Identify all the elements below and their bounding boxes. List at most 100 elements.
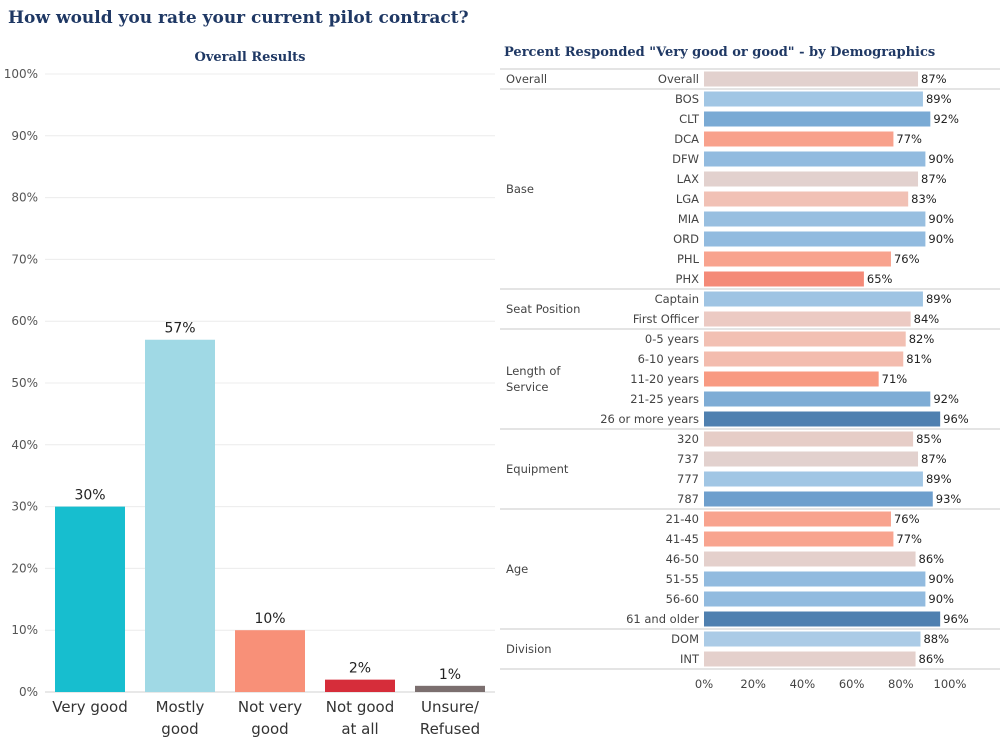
data-label: 87% [921,452,947,466]
bar [704,591,926,607]
data-label: 87% [921,172,947,186]
bar-category-label: PHX [676,272,700,286]
bar-category-label: 6-10 years [638,352,699,366]
data-label: 86% [919,652,945,666]
bar [55,506,125,692]
bar [704,391,931,407]
data-label: 76% [894,512,920,526]
bar [415,685,485,692]
bar-category-label: 21-25 years [630,392,699,406]
bar [704,211,926,227]
bar [704,71,919,87]
bar-category-label: 777 [677,472,699,486]
chart-title: Percent Responded "Very good or good" - … [504,45,935,60]
bar [704,311,911,327]
bar [704,291,923,307]
y-tick-label: 0% [19,685,38,699]
bar [704,631,921,647]
data-label: 92% [933,112,959,126]
data-label: 30% [74,488,105,504]
bar [704,91,923,107]
data-label: 1% [439,667,461,683]
bar [704,551,916,567]
bar-category-label: LGA [676,192,699,206]
bar-category-label: DOM [671,632,699,646]
bar [704,151,926,167]
y-tick-label: 80% [11,191,38,205]
bar-category-label: 11-20 years [630,372,699,386]
y-tick-label: 20% [11,561,38,575]
x-tick-label: 80% [888,677,914,691]
bar [704,431,914,447]
bar-category-label: 41-45 [666,532,699,546]
group-label: Seat Position [506,302,580,316]
bar [704,251,891,267]
x-tick-label: 20% [740,677,766,691]
bar-category-label: ORD [673,232,699,246]
x-tick-label: Not very [238,698,302,716]
data-label: 89% [926,472,952,486]
x-tick-label: Mostly [156,698,205,716]
y-tick-label: 70% [11,252,38,266]
bar [704,491,933,507]
data-label: 93% [936,492,962,506]
bar-category-label: LAX [677,172,700,186]
y-tick-label: 100% [4,67,38,81]
group-label: Division [506,642,552,656]
bar [704,191,909,207]
data-label: 87% [921,72,947,86]
y-tick-label: 40% [11,438,38,452]
group-label: Base [506,182,534,196]
group-label: Age [506,562,528,576]
bar [704,571,926,587]
data-label: 57% [164,321,195,337]
y-tick-label: 90% [11,129,38,143]
bar [704,171,919,187]
bar-category-label: PHL [677,252,700,266]
data-label: 92% [933,392,959,406]
x-tick-label: Very good [52,698,128,716]
bar-category-label: 46-50 [666,552,699,566]
bar-category-label: DCA [674,132,699,146]
bar-category-label: 787 [677,492,699,506]
bar-category-label: Overall [658,72,699,86]
data-label: 90% [928,592,954,606]
bar-category-label: 26 or more years [600,412,699,426]
data-label: 90% [928,232,954,246]
y-tick-label: 30% [11,500,38,514]
data-label: 71% [882,372,908,386]
data-label: 83% [911,192,937,206]
data-label: 82% [909,332,935,346]
group-label: Length of [506,364,561,378]
bar-category-label: CLT [679,112,700,126]
data-label: 65% [867,272,893,286]
bar [704,331,906,347]
bar-category-label: Captain [655,292,699,306]
data-label: 90% [928,152,954,166]
x-tick-label: good [161,720,198,738]
bar-category-label: 21-40 [666,512,699,526]
bar [704,471,923,487]
x-tick-label: Not good [326,698,394,716]
bar [704,651,916,667]
bar [704,511,891,527]
bar [704,351,904,367]
y-tick-label: 60% [11,314,38,328]
data-label: 81% [906,352,932,366]
x-tick-label: 60% [839,677,865,691]
data-label: 89% [926,292,952,306]
bar [704,411,941,427]
bar-category-label: BOS [675,92,699,106]
bar [704,231,926,247]
data-label: 84% [914,312,940,326]
x-tick-label: good [251,720,288,738]
overall-results-chart: Overall Results 0% 10% 20% 30% 40% 50% 60% 70% 80… [4,50,495,738]
bar [145,339,215,692]
bar-category-label: 737 [677,452,699,466]
group-label: Overall [506,72,547,86]
bar-category-label: 51-55 [666,572,699,586]
data-label: 77% [896,132,922,146]
bar [704,111,931,127]
bar-category-label: INT [680,652,700,666]
bar-category-label: 320 [677,432,699,446]
